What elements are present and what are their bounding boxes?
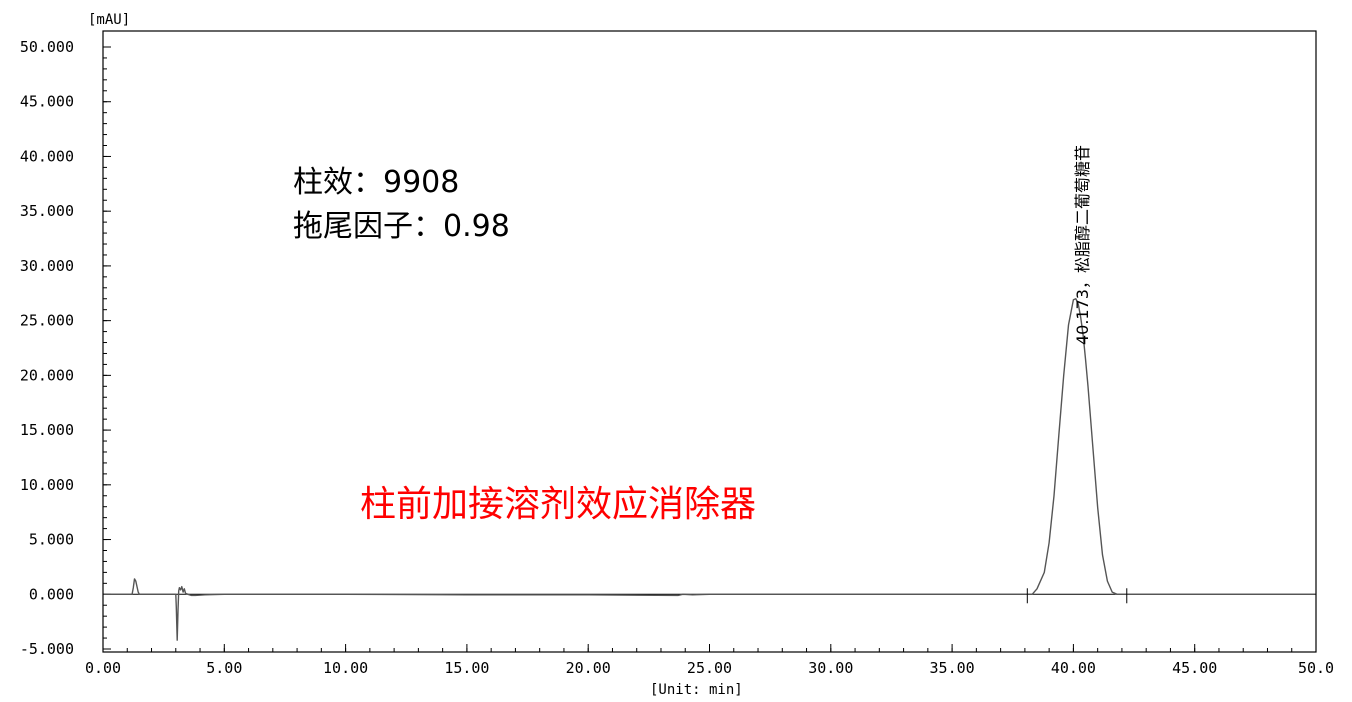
peak-label: 40.173，松脂醇二葡萄糖苷 (1073, 145, 1092, 345)
tailing-factor-note: 拖尾因子：0.98 (293, 209, 510, 244)
y-axis-unit-label: [mAU] (88, 12, 130, 28)
event-markers (1026, 588, 1128, 604)
y-tick-label: 45.000 (20, 93, 74, 111)
y-tick-label: 5.000 (29, 531, 74, 549)
y-tick-label: 25.000 (20, 312, 74, 330)
device-caption: 柱前加接溶剂效应消除器 (360, 484, 756, 525)
y-tick-label: 30.000 (20, 257, 74, 275)
x-tick-labels: 0.00 5.00 10.00 15.00 20.00 25.00 30.00 35.00 40… (85, 659, 1334, 677)
chromatogram-trace (103, 298, 1316, 641)
x-tick-label: 40.00 (1051, 659, 1096, 677)
column-efficiency-note: 柱效：9908 (293, 165, 459, 200)
x-tick-label: 25.00 (687, 659, 732, 677)
y-tick-label: 35.000 (20, 202, 74, 220)
x-tick-label: 20.00 (566, 659, 611, 677)
x-tick-label: 45.00 (1172, 659, 1217, 677)
x-tick-label: 0.00 (85, 659, 121, 677)
x-tick-label: 10.00 (323, 659, 368, 677)
x-tick-label: 30.00 (808, 659, 853, 677)
y-tick-label: -5.000 (20, 640, 74, 658)
y-tick-label: 10.000 (20, 476, 74, 494)
y-tick-label: 20.000 (20, 366, 74, 384)
y-tick-labels: 50.000 45.000 40.000 35.000 30.000 25.000 20.0… (20, 38, 74, 658)
y-tick-label: 0.000 (29, 585, 74, 603)
x-tick-label: 50.0 (1298, 659, 1334, 677)
x-axis-unit-label: [Unit: min] (650, 682, 743, 698)
x-tick-label: 5.00 (206, 659, 242, 677)
y-tick-label: 50.000 (20, 38, 74, 56)
axis-ticks (102, 46, 1317, 652)
x-tick-label: 15.00 (444, 659, 489, 677)
y-tick-label: 40.000 (20, 147, 74, 165)
series-layer (103, 298, 1316, 641)
plot-frame (102, 30, 1317, 653)
x-tick-label: 35.00 (930, 659, 975, 677)
y-tick-label: 15.000 (20, 421, 74, 439)
